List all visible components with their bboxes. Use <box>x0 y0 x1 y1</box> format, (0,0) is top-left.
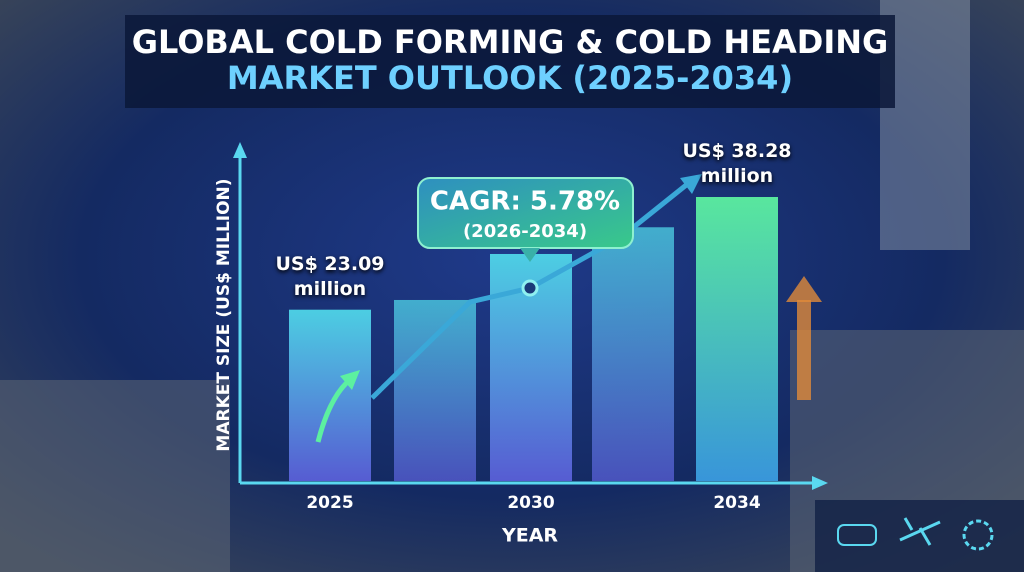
chart-title: GLOBAL COLD FORMING & COLD HEADING <box>132 23 889 61</box>
orange-arrow-head <box>786 276 822 302</box>
plane-icon <box>899 517 941 546</box>
bar <box>394 299 476 481</box>
trend-dot <box>521 279 539 297</box>
cagr-label: CAGR: 5.78% <box>430 187 620 217</box>
trend-arrow <box>680 174 702 194</box>
machinery-left <box>0 380 230 572</box>
y-axis-label: MARKET SIZE (US$ MILLION) <box>214 178 234 451</box>
chart-subtitle: MARKET OUTLOOK (2025-2034) <box>227 59 793 97</box>
y-axis-arrow <box>233 142 247 158</box>
x-axis-label: YEAR <box>501 525 558 547</box>
cagr-period: (2026-2034) <box>463 221 587 242</box>
x-tick-label: 2034 <box>713 493 760 513</box>
bar <box>696 197 778 481</box>
car-icon <box>837 524 877 546</box>
bar <box>289 309 371 481</box>
title-box <box>125 15 895 108</box>
x-axis-arrow <box>812 476 828 490</box>
growth-arrow-head <box>340 370 360 390</box>
x-tick-label: 2025 <box>306 493 353 513</box>
cagr-pointer <box>520 248 540 262</box>
icon-panel <box>815 500 1024 572</box>
orange-arrow <box>797 300 811 400</box>
value-label: US$ 23.09 million <box>275 252 385 300</box>
gear-icon <box>962 519 994 551</box>
bars <box>289 197 778 481</box>
bar <box>592 227 674 481</box>
value-label: US$ 38.28 million <box>682 140 792 187</box>
x-tick-label: 2030 <box>507 493 554 513</box>
